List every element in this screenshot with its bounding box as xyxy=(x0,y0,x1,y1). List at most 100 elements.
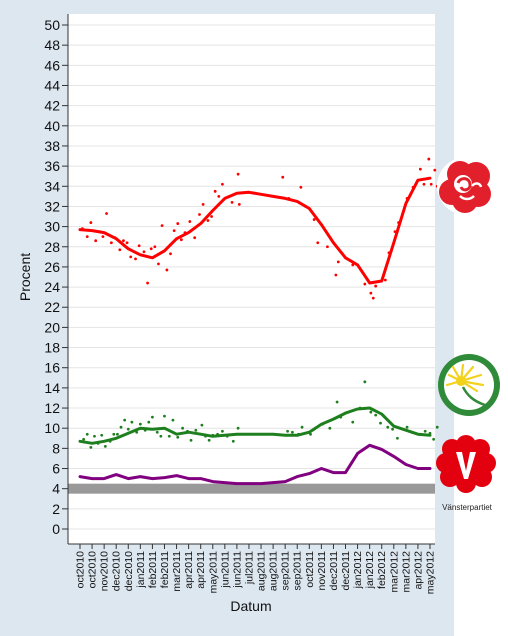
data-point xyxy=(207,438,211,442)
y-tick-label: 44 xyxy=(44,77,60,93)
data-point xyxy=(125,241,129,245)
data-point xyxy=(286,429,289,433)
data-point xyxy=(363,380,367,384)
x-tick-label: feb2011 xyxy=(147,551,159,588)
data-point xyxy=(217,194,221,198)
data-point xyxy=(429,182,433,186)
data-point xyxy=(374,413,378,417)
data-point xyxy=(194,428,198,432)
x-tick-label: may2012 xyxy=(425,551,437,594)
data-point xyxy=(363,282,367,286)
x-tick-label: apr2011 xyxy=(195,551,207,589)
data-point xyxy=(221,182,224,186)
data-point xyxy=(236,426,240,430)
data-point xyxy=(94,239,98,243)
data-point xyxy=(116,432,119,436)
data-point xyxy=(176,222,180,225)
y-tick-label: 24 xyxy=(44,279,60,295)
data-point xyxy=(351,420,355,424)
rose-logo-icon xyxy=(437,157,495,215)
data-point xyxy=(130,420,134,424)
data-point xyxy=(151,415,154,419)
x-tick-label: nov2010 xyxy=(99,551,111,591)
data-point xyxy=(213,189,217,193)
x-tick-label: mar2012 xyxy=(388,551,400,593)
x-tick-label: jan2012 xyxy=(364,551,376,590)
data-point xyxy=(153,245,157,249)
data-point xyxy=(231,439,235,443)
x-tick-label: jun2011 xyxy=(219,551,231,589)
data-point xyxy=(167,434,171,438)
data-point xyxy=(383,278,387,282)
x-tick-label: sep2011 xyxy=(280,551,292,591)
data-point xyxy=(432,437,436,441)
data-point xyxy=(138,422,142,426)
data-point xyxy=(299,185,303,189)
data-point xyxy=(126,427,130,431)
data-point xyxy=(335,400,339,404)
x-tick-label: mar2012 xyxy=(400,551,412,593)
page-margin xyxy=(454,0,508,636)
v-logo-icon xyxy=(436,435,496,493)
data-point xyxy=(427,157,431,161)
x-tick-label: apr2012 xyxy=(412,551,424,590)
data-point xyxy=(119,425,123,429)
x-tick-label: dec2010 xyxy=(111,551,123,591)
data-point xyxy=(85,432,89,436)
y-tick-label: 48 xyxy=(44,37,60,53)
data-point xyxy=(85,235,89,239)
y-tick-label: 34 xyxy=(44,178,60,194)
y-tick-label: 40 xyxy=(44,118,60,134)
x-tick-label: aug2011 xyxy=(268,551,280,591)
x-tick-label: dec2010 xyxy=(123,551,135,591)
y-tick-label: 18 xyxy=(44,340,60,356)
y-axis-title: Procent xyxy=(17,253,33,301)
y-tick-label: 8 xyxy=(52,440,60,456)
x-axis-title: Datum xyxy=(230,598,271,614)
data-point xyxy=(149,247,153,251)
y-tick-label: 0 xyxy=(52,521,60,537)
data-point xyxy=(396,436,399,440)
series-line xyxy=(78,443,432,486)
data-point xyxy=(146,281,149,285)
data-point xyxy=(200,423,204,427)
series-line xyxy=(78,176,432,285)
data-point xyxy=(160,224,164,227)
x-tick-label: oct2010 xyxy=(87,551,99,589)
y-tick-label: 22 xyxy=(44,299,60,315)
y-tick-label: 6 xyxy=(52,461,60,477)
data-point xyxy=(422,182,426,186)
data-point xyxy=(236,172,240,176)
series-line xyxy=(78,406,432,445)
data-point xyxy=(379,421,382,425)
data-point xyxy=(336,260,340,264)
y-axis: 0246810121416182022242628303234363840424… xyxy=(44,14,69,544)
data-point xyxy=(435,425,439,429)
x-tick-label: dec2011 xyxy=(340,551,352,591)
data-point xyxy=(188,220,192,223)
data-point xyxy=(103,444,107,448)
data-point xyxy=(100,433,104,437)
data-point xyxy=(142,250,146,254)
data-point xyxy=(423,429,427,433)
data-point xyxy=(316,241,320,245)
y-tick-label: 2 xyxy=(52,501,60,517)
data-point xyxy=(418,167,422,171)
data-point xyxy=(122,239,125,243)
y-tick-label: 28 xyxy=(44,239,60,255)
y-tick-label: 4 xyxy=(52,481,60,497)
data-point xyxy=(371,296,375,300)
x-tick-label: dec2011 xyxy=(328,551,340,591)
y-tick-label: 46 xyxy=(44,57,60,73)
plot-area xyxy=(68,14,435,544)
data-point xyxy=(93,434,96,438)
series-layer xyxy=(78,157,439,486)
data-point xyxy=(165,268,169,272)
dandelion-logo-icon xyxy=(438,354,500,416)
data-point xyxy=(369,410,373,414)
y-tick-label: 26 xyxy=(44,259,60,275)
data-point xyxy=(328,426,332,430)
data-point xyxy=(433,168,437,172)
data-point xyxy=(312,218,316,221)
